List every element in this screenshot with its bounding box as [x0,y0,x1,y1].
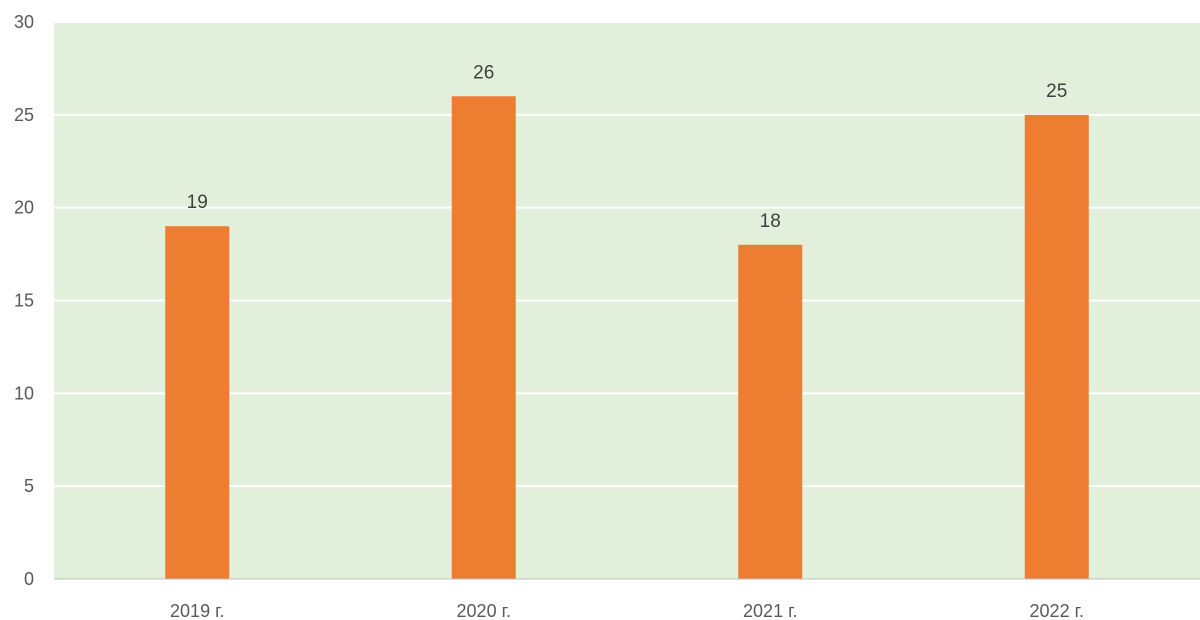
data-labels: 19 26 18 25 [187,62,1068,232]
data-label: 25 [1046,81,1067,102]
x-category-label: 2019 г. [170,601,224,620]
y-tick-label: 0 [24,569,34,589]
x-axis: 2019 г. 2020 г. 2021 г. 2022 г. [170,601,1084,620]
y-tick-label: 20 [14,198,34,218]
x-category-label: 2020 г. [457,601,511,620]
bars [165,96,1089,580]
data-label: 18 [760,211,781,232]
y-tick-label: 15 [14,291,34,311]
bar [738,244,803,580]
data-label: 19 [187,192,208,213]
y-tick-label: 25 [14,105,34,125]
y-tick-label: 10 [14,383,34,403]
y-tick-label: 30 [14,12,34,32]
gridlines [54,21,1200,488]
x-category-label: 2021 г. [743,601,797,620]
data-label: 26 [473,62,494,83]
y-axis: 0 5 10 15 20 25 30 [14,12,34,589]
y-tick-label: 5 [24,476,34,496]
bar [451,96,516,580]
x-category-label: 2022 г. [1030,601,1084,620]
bar [1024,114,1089,579]
bar [165,226,230,579]
